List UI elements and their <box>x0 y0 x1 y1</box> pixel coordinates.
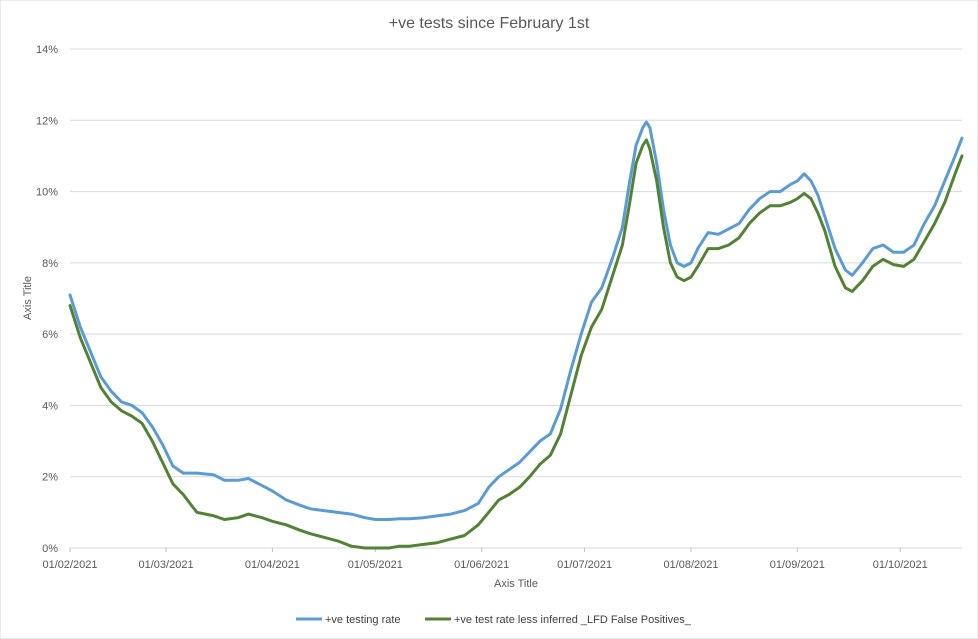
y-tick-label: 12% <box>36 115 58 127</box>
x-tick-label: 01/04/2021 <box>245 559 300 571</box>
x-tick-label: 01/10/2021 <box>873 559 928 571</box>
series-lines <box>68 120 964 550</box>
chart-title: +ve tests since February 1st <box>389 15 590 32</box>
y-axis-ticks: 0% 2% 4% 6% 8% 10% 12% 14% <box>36 44 58 555</box>
y-tick-label: 0% <box>42 543 58 555</box>
y-tick-label: 6% <box>42 329 58 341</box>
x-tick-label: 01/02/2021 <box>42 559 97 571</box>
y-tick-label: 4% <box>42 400 58 412</box>
y-tick-label: 10% <box>36 187 58 199</box>
x-axis-ticks: 01/02/2021 01/03/2021 01/04/2021 01/05/2021… <box>42 548 928 571</box>
legend-label-series-2: +ve test rate less inferred _LFD False P… <box>454 614 692 626</box>
x-tick-label: 01/08/2021 <box>663 559 718 571</box>
y-tick-label: 2% <box>42 472 58 484</box>
legend-label-series-1: +ve testing rate <box>325 614 401 626</box>
x-tick-label: 01/07/2021 <box>557 559 612 571</box>
series-line-1 <box>68 120 964 521</box>
x-tick-label: 01/09/2021 <box>770 559 825 571</box>
x-tick-label: 01/03/2021 <box>139 559 194 571</box>
x-tick-label: 01/05/2021 <box>348 559 403 571</box>
y-tick-label: 14% <box>36 44 58 56</box>
y-tick-label: 8% <box>42 258 58 270</box>
x-tick-label: 01/06/2021 <box>454 559 509 571</box>
legend: +ve testing rate +ve test rate less infe… <box>296 614 692 626</box>
x-axis-title: Axis Title <box>494 578 538 590</box>
y-axis-title: Axis Title <box>22 276 34 320</box>
series-line-2 <box>68 138 964 550</box>
